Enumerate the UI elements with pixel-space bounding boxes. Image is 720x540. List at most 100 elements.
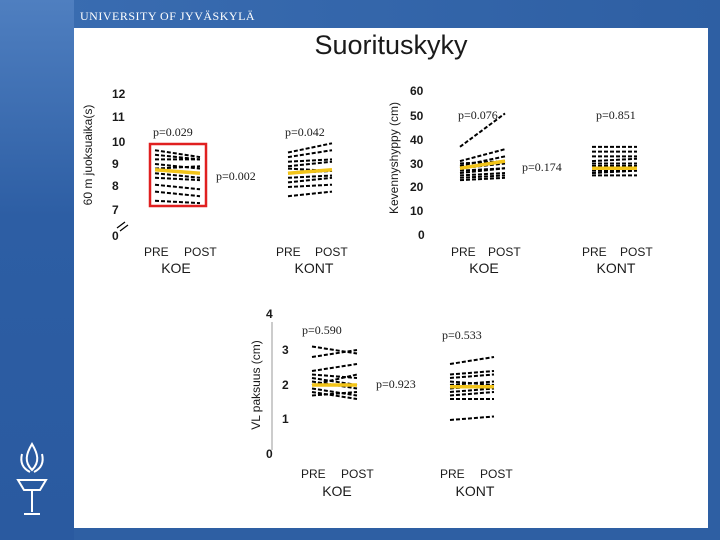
individual-line [459,155,506,167]
individual-line [449,391,495,397]
x-label-pre: PRE [144,245,169,259]
p-value-label: p=0.042 [285,125,325,139]
axis-break-icon [116,221,129,232]
y-tick-label: 8 [112,179,119,193]
series-group [287,142,333,198]
y-tick-label: 30 [410,157,424,171]
individual-line [449,356,495,365]
x-label-pre: PRE [301,467,326,481]
x-label-post: POST [480,467,513,481]
y-tick-label: 60 [410,84,424,98]
x-label-pre: PRE [582,245,607,259]
individual-line [459,112,506,148]
x-label-post: POST [488,245,521,259]
individual-line [311,391,358,397]
series-group [591,145,638,177]
individual-line [287,149,333,159]
individual-line [311,373,358,379]
group-label: KONT [295,260,334,276]
y-tick-label: 7 [112,203,119,217]
y-tick-label: 10 [112,135,126,149]
y-axis-title: 60 m juoksuaika(s) [81,105,95,206]
y-tick-label: 2 [282,378,289,392]
y-tick-label: 10 [410,204,424,218]
p-value-label: p=0.851 [596,108,636,122]
individual-line [287,176,333,184]
individual-line [287,142,333,154]
chart-run-time: 60 m juoksuaika(s) 12 11 10 9 8 7 0 p=0.… [81,87,348,276]
individual-line [449,373,495,379]
mean-line [154,168,201,175]
individual-line [154,165,201,170]
y-tick-label: 3 [282,343,289,357]
individual-line [449,380,495,386]
x-label-post: POST [341,467,374,481]
individual-line [154,172,201,179]
series-group [311,345,358,400]
individual-line [311,391,358,400]
individual-line [459,167,506,175]
slide-title: Suorituskyky [314,30,468,60]
y-tick-label: 0 [418,228,425,242]
individual-line [154,190,201,198]
y-tick-label: 11 [112,110,125,124]
individual-line [449,370,495,376]
chart-vl-thickness: VL paksuus (cm) 4 3 2 1 0 p=0.590 p=0.53… [249,307,513,499]
individual-line [287,190,333,198]
y-tick-label: 12 [112,87,126,101]
individual-line [459,174,506,179]
individual-line [154,176,201,182]
individual-line [311,387,358,397]
y-tick-label: 20 [410,180,424,194]
individual-line [287,183,333,188]
y-tick-label: 40 [410,133,424,147]
university-name: UNIVERSITY OF JYVÄSKYLÄ [80,9,256,23]
mean-line [287,168,333,175]
group-label: KOE [322,483,352,499]
individual-line [449,380,495,386]
y-tick-label: 4 [266,307,273,321]
p-value-label: p=0.029 [153,125,193,139]
individual-line [449,415,495,421]
x-label-post: POST [184,245,217,259]
x-label-post: POST [315,245,348,259]
individual-line [311,349,358,358]
group-label: KOE [469,260,499,276]
highlight-box [148,142,208,208]
individual-line [449,387,495,393]
y-tick-label: 9 [112,157,119,171]
x-label-pre: PRE [451,245,476,259]
y-axis-title: Kevennyshyppy (cm) [387,102,401,214]
individual-line [459,148,506,163]
chart-jump-height: Kevennyshyppy (cm) 60 50 40 30 20 10 0 p… [387,84,653,276]
group-label: KOE [161,260,191,276]
group-label: KONT [597,260,636,276]
p-value-label: p=0.002 [216,169,256,183]
p-value-label: p=0.076 [458,108,498,122]
group-label: KONT [456,483,495,499]
series-group [449,356,495,421]
mean-line [459,159,506,170]
individual-line [154,163,201,170]
individual-line [287,160,333,168]
series-group [154,149,201,205]
left-band [0,0,74,540]
individual-line [459,176,506,182]
p-value-label: p=0.533 [442,328,482,342]
individual-line [154,183,201,191]
x-label-pre: PRE [440,467,465,481]
p-value-label: p=0.590 [302,323,342,337]
x-label-post: POST [620,245,653,259]
p-value-label: p=0.923 [376,377,416,391]
individual-line [311,363,358,372]
individual-line [154,199,201,205]
x-label-pre: PRE [276,245,301,259]
p-value-label: p=0.174 [522,160,562,174]
y-axis-title: VL paksuus (cm) [249,340,263,430]
individual-line [287,174,333,179]
individual-line [154,149,201,159]
university-torch-logo-icon [16,442,48,515]
individual-line [459,172,506,177]
series-group [459,112,506,182]
